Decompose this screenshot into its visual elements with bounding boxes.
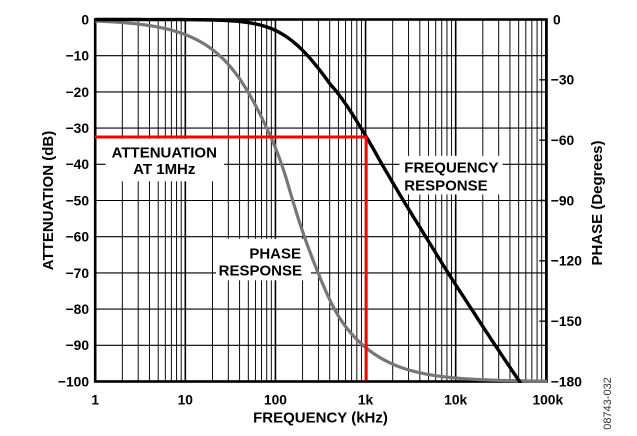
svg-text:−20: −20 [66,85,90,100]
svg-text:1k: 1k [358,392,374,407]
svg-text:−150: −150 [551,314,582,329]
svg-text:RESPONSE: RESPONSE [404,178,487,195]
svg-text:FREQUENCY: FREQUENCY [404,160,498,177]
svg-text:−30: −30 [66,121,90,136]
svg-text:10: 10 [178,392,194,407]
svg-text:ATTENUATION (dB): ATTENUATION (dB) [40,131,57,270]
svg-text:−100: −100 [58,374,89,389]
svg-text:−50: −50 [66,193,90,208]
svg-text:−40: −40 [66,157,90,172]
svg-text:−60: −60 [66,230,90,245]
svg-text:−10: −10 [66,49,90,64]
svg-text:100: 100 [264,392,287,407]
svg-text:0: 0 [81,12,89,27]
svg-text:100k: 100k [532,392,563,407]
svg-text:ATTENUATION: ATTENUATION [112,145,217,162]
svg-text:PHASE: PHASE [249,245,301,262]
svg-text:PHASE (Degrees): PHASE (Degrees) [589,140,606,265]
svg-text:−70: −70 [66,266,90,281]
svg-text:−180: −180 [551,374,582,389]
svg-text:−80: −80 [66,302,90,317]
svg-text:0: 0 [553,12,561,27]
svg-text:−120: −120 [551,254,582,269]
svg-text:RESPONSE: RESPONSE [219,263,302,280]
svg-text:−60: −60 [551,133,575,148]
svg-text:−90: −90 [66,338,90,353]
svg-text:AT 1MHz: AT 1MHz [133,161,195,178]
svg-text:−30: −30 [551,73,575,88]
svg-text:10k: 10k [444,392,467,407]
svg-text:FREQUENCY (kHz): FREQUENCY (kHz) [253,410,388,427]
svg-text:08743-032: 08743-032 [602,377,614,430]
svg-text:−90: −90 [551,193,575,208]
svg-text:1: 1 [91,392,99,407]
